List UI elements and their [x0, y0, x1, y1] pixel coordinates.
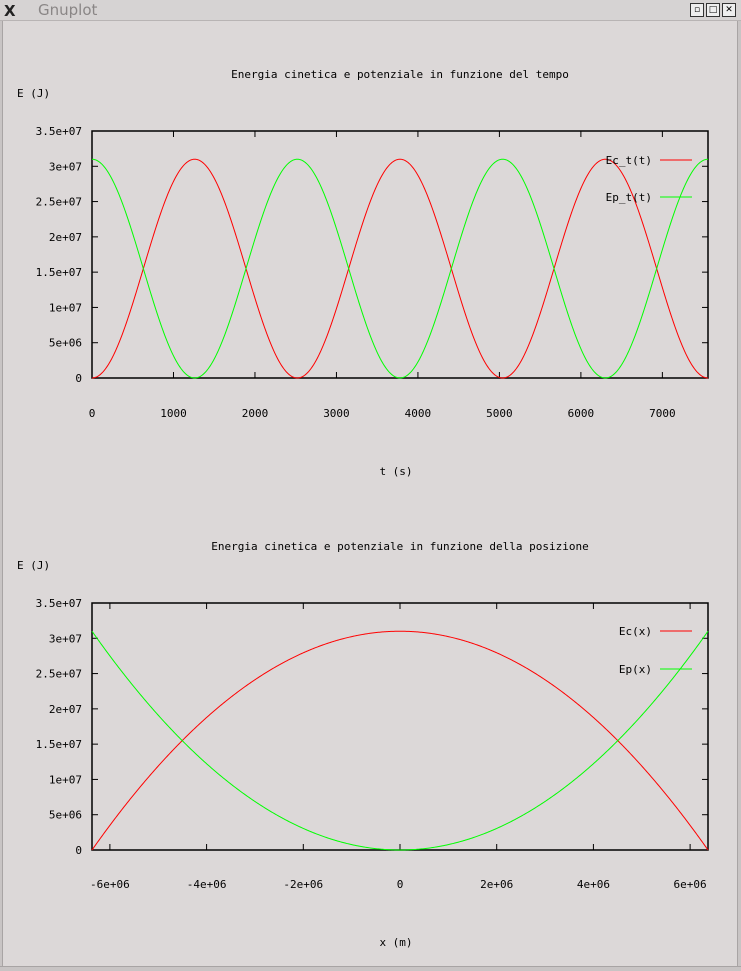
- y-tick-label: 5e+06: [49, 809, 82, 822]
- x-tick-label: -6e+06: [90, 878, 130, 891]
- chart-title: Energia cinetica e potenziale in funzion…: [231, 68, 569, 81]
- legend-label: Ec_t(t): [606, 154, 652, 167]
- y-axis-label: E (J): [17, 87, 50, 100]
- window-frame-bottom[interactable]: [0, 966, 741, 971]
- x-tick-label: 0: [397, 878, 404, 891]
- x-tick-label: 2e+06: [480, 878, 513, 891]
- x-tick-label: -4e+06: [187, 878, 227, 891]
- y-tick-label: 1.5e+07: [36, 266, 82, 279]
- maximize-button[interactable]: □: [706, 3, 720, 17]
- y-tick-label: 1.5e+07: [36, 738, 82, 751]
- x-tick-label: 1000: [160, 407, 187, 420]
- y-tick-label: 1e+07: [49, 301, 82, 314]
- y-tick-label: 0: [75, 372, 82, 385]
- x-tick-label: 3000: [323, 407, 350, 420]
- x-tick-label: 4000: [405, 407, 432, 420]
- legend-label: Ec(x): [619, 625, 652, 638]
- y-tick-label: 2.5e+07: [36, 668, 82, 681]
- series-line-Ep_t(t): [91, 158, 709, 379]
- y-tick-label: 3.5e+07: [36, 597, 82, 610]
- x-tick-label: 6000: [568, 407, 595, 420]
- y-tick-label: 2e+07: [49, 703, 82, 716]
- x-axis-label: t (s): [379, 465, 412, 478]
- x-tick-label: 7000: [649, 407, 676, 420]
- plot-border: [91, 602, 709, 851]
- window-title: Gnuplot: [38, 1, 98, 19]
- legend-label: Ep_t(t): [606, 191, 652, 204]
- close-icon: ✕: [725, 5, 733, 15]
- x-tick-label: -2e+06: [283, 878, 323, 891]
- window-frame-right[interactable]: [737, 21, 741, 969]
- x-tick-label: 5000: [486, 407, 513, 420]
- y-tick-label: 2.5e+07: [36, 196, 82, 209]
- y-tick-label: 3e+07: [49, 160, 82, 173]
- y-tick-label: 3.5e+07: [36, 125, 82, 138]
- x-logo-icon: X: [4, 2, 16, 20]
- chart-title: Energia cinetica e potenziale in funzion…: [211, 540, 589, 553]
- title-bar[interactable]: X Gnuplot ▫ □ ✕: [0, 0, 741, 21]
- close-button[interactable]: ✕: [722, 3, 736, 17]
- x-tick-label: 4e+06: [577, 878, 610, 891]
- minimize-button[interactable]: ▫: [690, 3, 704, 17]
- x-tick-label: 6e+06: [674, 878, 707, 891]
- x-tick-label: 2000: [242, 407, 269, 420]
- series-line-Ep(x): [91, 630, 709, 851]
- series-line-Ec(x): [91, 630, 709, 851]
- series-line-Ec_t(t): [91, 158, 709, 379]
- x-tick-label: 0: [89, 407, 96, 420]
- y-axis-label: E (J): [17, 559, 50, 572]
- y-tick-label: 2e+07: [49, 231, 82, 244]
- y-tick-label: 1e+07: [49, 773, 82, 786]
- y-tick-label: 3e+07: [49, 632, 82, 645]
- minimize-icon: ▫: [693, 5, 701, 15]
- maximize-icon: □: [708, 5, 718, 15]
- x-axis-label: x (m): [379, 936, 412, 949]
- legend-label: Ep(x): [619, 663, 652, 676]
- y-tick-label: 5e+06: [49, 337, 82, 350]
- window-frame-left[interactable]: [0, 21, 3, 969]
- plot-border: [91, 130, 709, 379]
- y-tick-label: 0: [75, 844, 82, 857]
